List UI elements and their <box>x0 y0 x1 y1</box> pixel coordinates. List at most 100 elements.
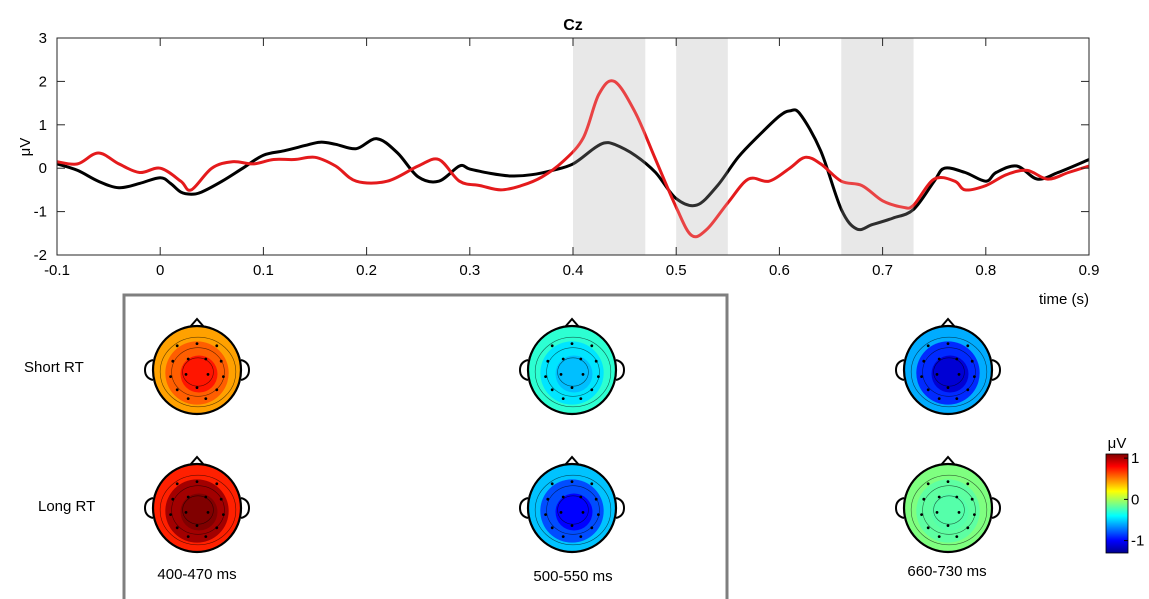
electrode-dot <box>550 526 554 530</box>
topoplot-r1-c2 <box>518 317 626 416</box>
electrode-dot <box>186 535 190 538</box>
highlight-overlay-2 <box>676 38 728 255</box>
head-ear-right <box>615 497 626 519</box>
window-label-2: 500-550 ms <box>533 568 612 585</box>
electrode-dot <box>590 344 594 348</box>
head-nose <box>564 455 580 466</box>
x-tick-label: 0.4 <box>563 262 584 279</box>
electrode-dot <box>171 359 175 363</box>
electrode-dot <box>937 397 941 400</box>
x-tick-label: 0.6 <box>769 262 790 279</box>
contour-line <box>922 347 976 397</box>
topoplot-field-inner <box>180 355 218 393</box>
x-tick-label: -0.1 <box>44 262 70 279</box>
topoplot-r2-c2 <box>518 455 626 554</box>
contour-line <box>159 474 237 546</box>
topoplot-field-inner <box>180 493 218 531</box>
highlight-windows <box>573 38 914 255</box>
topoplot-box <box>122 293 729 599</box>
electrode-dot <box>970 497 974 501</box>
electrode-dot <box>597 513 600 516</box>
y-tick-label: 3 <box>39 30 47 47</box>
x-tick-label: 0.5 <box>666 262 687 279</box>
contour-line <box>546 485 600 535</box>
y-tick-label: 2 <box>39 73 47 90</box>
highlight-window-2 <box>676 38 728 255</box>
head-ear-left <box>143 497 154 519</box>
electrode-dot <box>215 482 219 486</box>
chart-title: Cz <box>563 17 583 34</box>
head-ear-right <box>991 359 1002 381</box>
electrode-dot <box>926 344 930 348</box>
topoplot-field-inner <box>931 493 969 531</box>
head-outline <box>151 462 243 554</box>
electrode-dot <box>175 344 179 348</box>
head-nose <box>564 317 580 328</box>
head-ear-right <box>240 359 251 381</box>
colorbar-label: μV <box>1108 435 1127 452</box>
x-tick-label: 0.7 <box>872 262 893 279</box>
electrode-dot <box>195 480 199 483</box>
electrode-dot <box>935 373 939 376</box>
head-nose <box>189 317 205 328</box>
electrode-dot <box>570 386 574 389</box>
electrode-dot <box>955 397 959 400</box>
electrode-dot <box>946 480 950 483</box>
colorbar-tick-label: 1 <box>1131 450 1139 467</box>
electrode-dot <box>195 524 199 527</box>
electrode-dot <box>544 513 547 516</box>
electrode-dot <box>175 482 179 486</box>
electrode-dot <box>186 495 190 499</box>
x-tick-label: 0.2 <box>356 262 377 279</box>
electrode-dot <box>597 375 600 378</box>
electrode-dot <box>581 373 585 376</box>
electrode-dot <box>544 375 547 378</box>
x-tick-label: 0.1 <box>253 262 274 279</box>
colorbar <box>1105 453 1129 554</box>
electrode-dot <box>546 359 550 363</box>
electrode-dot <box>215 344 219 348</box>
y-axis-label: μV <box>17 138 34 157</box>
electrode-dot <box>957 373 961 376</box>
axis-ticks: -0.1 0 0.1 0.2 0.3 0.4 0.5 0.6 0.7 0.8 0.9 -2 -1 0 1 2 3 <box>34 30 1100 279</box>
electrode-dot <box>922 359 926 363</box>
electrode-dot <box>215 388 219 392</box>
head-outline <box>151 324 243 416</box>
electrode-dot <box>937 357 941 361</box>
electrode-dot <box>581 511 585 514</box>
electrode-dot <box>579 397 583 400</box>
electrode-dot <box>920 375 923 378</box>
head-ear-left <box>143 359 154 381</box>
contour-line <box>171 347 225 397</box>
electrode-dot <box>206 373 210 376</box>
electrode-dot <box>222 375 225 378</box>
electrode-dot <box>195 342 199 345</box>
contour-line <box>159 336 237 408</box>
electrode-dot <box>973 375 976 378</box>
electrode-dot <box>204 397 208 400</box>
head-ear-left <box>894 359 905 381</box>
electrode-dot <box>550 482 554 486</box>
electrode-dot <box>590 482 594 486</box>
electrode-dot <box>204 535 208 538</box>
electrode-dot <box>926 482 930 486</box>
electrode-dot <box>926 388 930 392</box>
electrode-dot <box>184 373 188 376</box>
electrode-dot <box>204 357 208 361</box>
electrode-dot <box>169 375 173 378</box>
electrode-dot <box>561 397 565 400</box>
electrode-dot <box>561 357 565 361</box>
electrode-dot <box>215 526 219 530</box>
head-outline <box>526 462 618 554</box>
contour-line <box>182 495 214 525</box>
contour-line <box>534 336 612 408</box>
electrode-dot <box>579 535 583 538</box>
contour-line <box>933 495 965 525</box>
erp-traces <box>56 38 1090 255</box>
window-label-1: 400-470 ms <box>157 566 236 583</box>
electrode-dot <box>935 511 939 514</box>
x-axis-label: time (s) <box>1039 291 1089 308</box>
electrode-dot <box>946 386 950 389</box>
electrode-dot <box>957 511 961 514</box>
row-label-long-rt: Long RT <box>38 498 95 515</box>
